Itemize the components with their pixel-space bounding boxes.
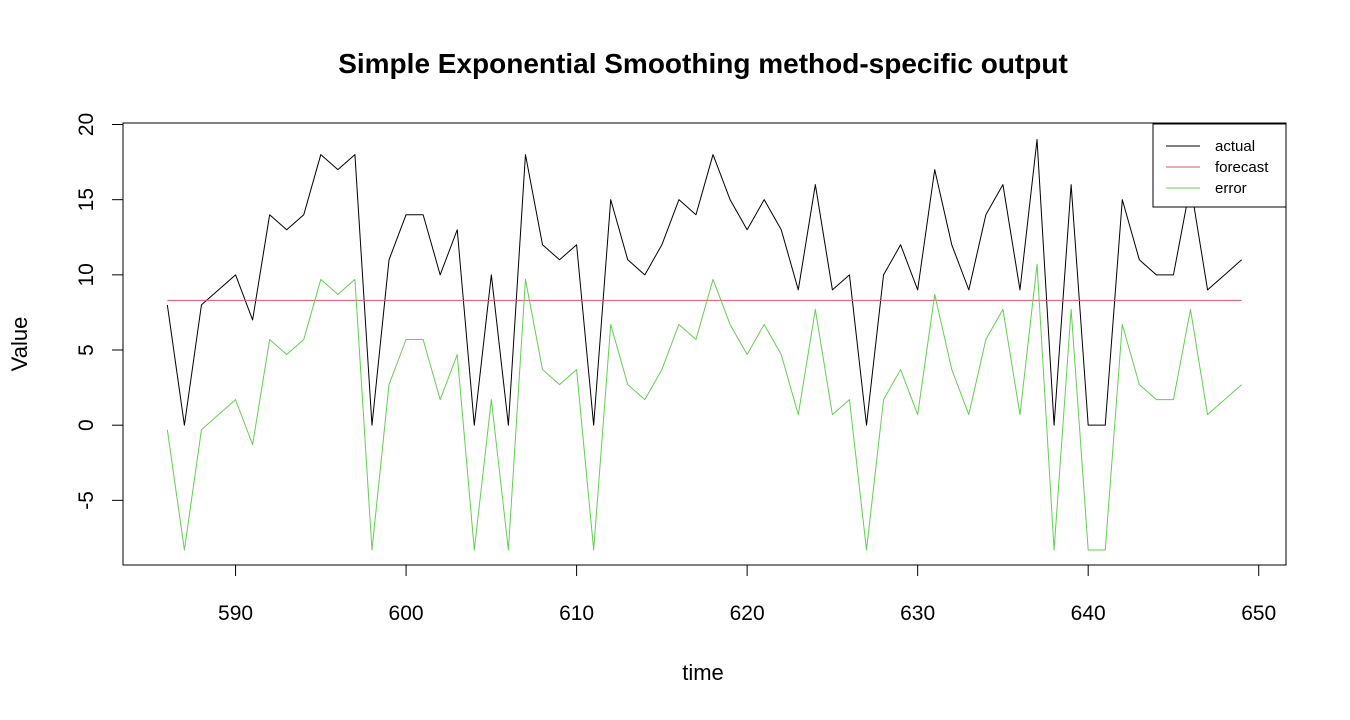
chart-title: Simple Exponential Smoothing method-spec… (338, 48, 1068, 79)
legend-label-actual: actual (1215, 138, 1255, 155)
y-tick-label: 15 (75, 188, 98, 211)
legend: actual forecast error (1152, 123, 1287, 208)
x-axis-label: time (682, 660, 724, 685)
series-line-actual (166, 139, 1242, 426)
y-tick-label: 10 (75, 263, 98, 286)
x-axis: 590 600 610 620 630 640 650 (218, 564, 1276, 625)
y-tick-label: 20 (75, 113, 98, 136)
legend-label-error: error (1215, 180, 1247, 197)
y-tick-label: -5 (75, 491, 98, 510)
x-tick-label: 630 (900, 602, 935, 625)
y-tick-label: 5 (75, 344, 98, 356)
y-axis: -5 0 5 10 15 20 (75, 113, 124, 510)
legend-label-forecast: forecast (1215, 159, 1269, 176)
x-tick-label: 600 (389, 602, 424, 625)
x-tick-label: 650 (1241, 602, 1276, 625)
x-tick-label: 620 (730, 602, 765, 625)
legend-box (1152, 123, 1287, 208)
y-tick-label: 0 (75, 419, 98, 431)
series-line-error (166, 263, 1242, 551)
y-axis-label: Value (7, 317, 32, 372)
x-tick-label: 640 (1071, 602, 1106, 625)
x-tick-label: 590 (218, 602, 253, 625)
series-layer (166, 139, 1242, 551)
x-tick-label: 610 (559, 602, 594, 625)
